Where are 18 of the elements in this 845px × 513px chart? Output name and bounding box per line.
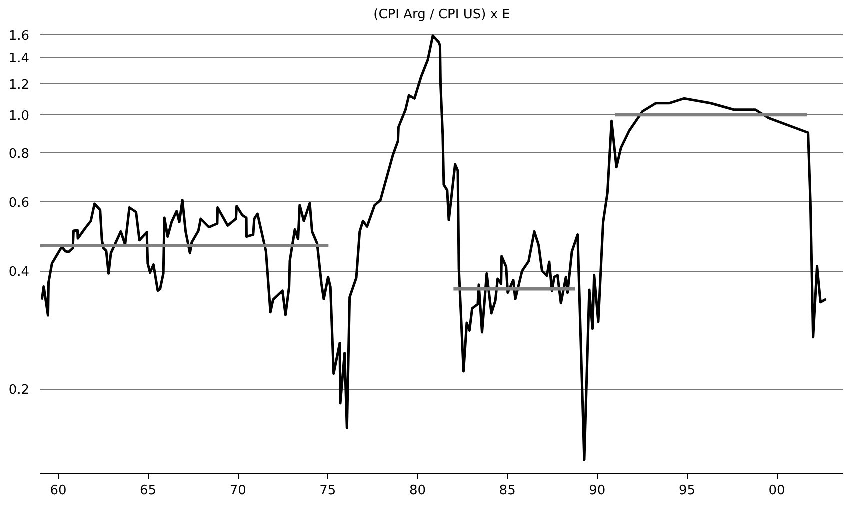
x-tick-label: 65 xyxy=(140,484,157,498)
x-tick-label: 90 xyxy=(589,484,606,498)
x-tick-label: 70 xyxy=(230,484,246,498)
y-tick-label: 1.4 xyxy=(8,52,30,67)
y-tick-label: 0.2 xyxy=(8,383,30,398)
y-tick-label: 1.0 xyxy=(8,108,30,124)
chart-title: (CPI Arg / CPI US) x E xyxy=(374,8,510,22)
x-tick-label: 60 xyxy=(50,484,67,498)
y-tick-label: 0.4 xyxy=(8,265,30,280)
x-tick-label: 85 xyxy=(499,484,516,498)
y-tick-label: 0.8 xyxy=(8,146,30,162)
x-tick-label: 75 xyxy=(320,484,336,498)
y-tick-label: 1.6 xyxy=(8,28,30,44)
y-tick-label: 0.6 xyxy=(8,196,30,211)
x-tick-label: 95 xyxy=(678,484,696,498)
y-tick-label: 1.2 xyxy=(8,78,30,93)
x-tick-label: 80 xyxy=(409,484,426,498)
x-tick-label: 00 xyxy=(768,484,786,498)
